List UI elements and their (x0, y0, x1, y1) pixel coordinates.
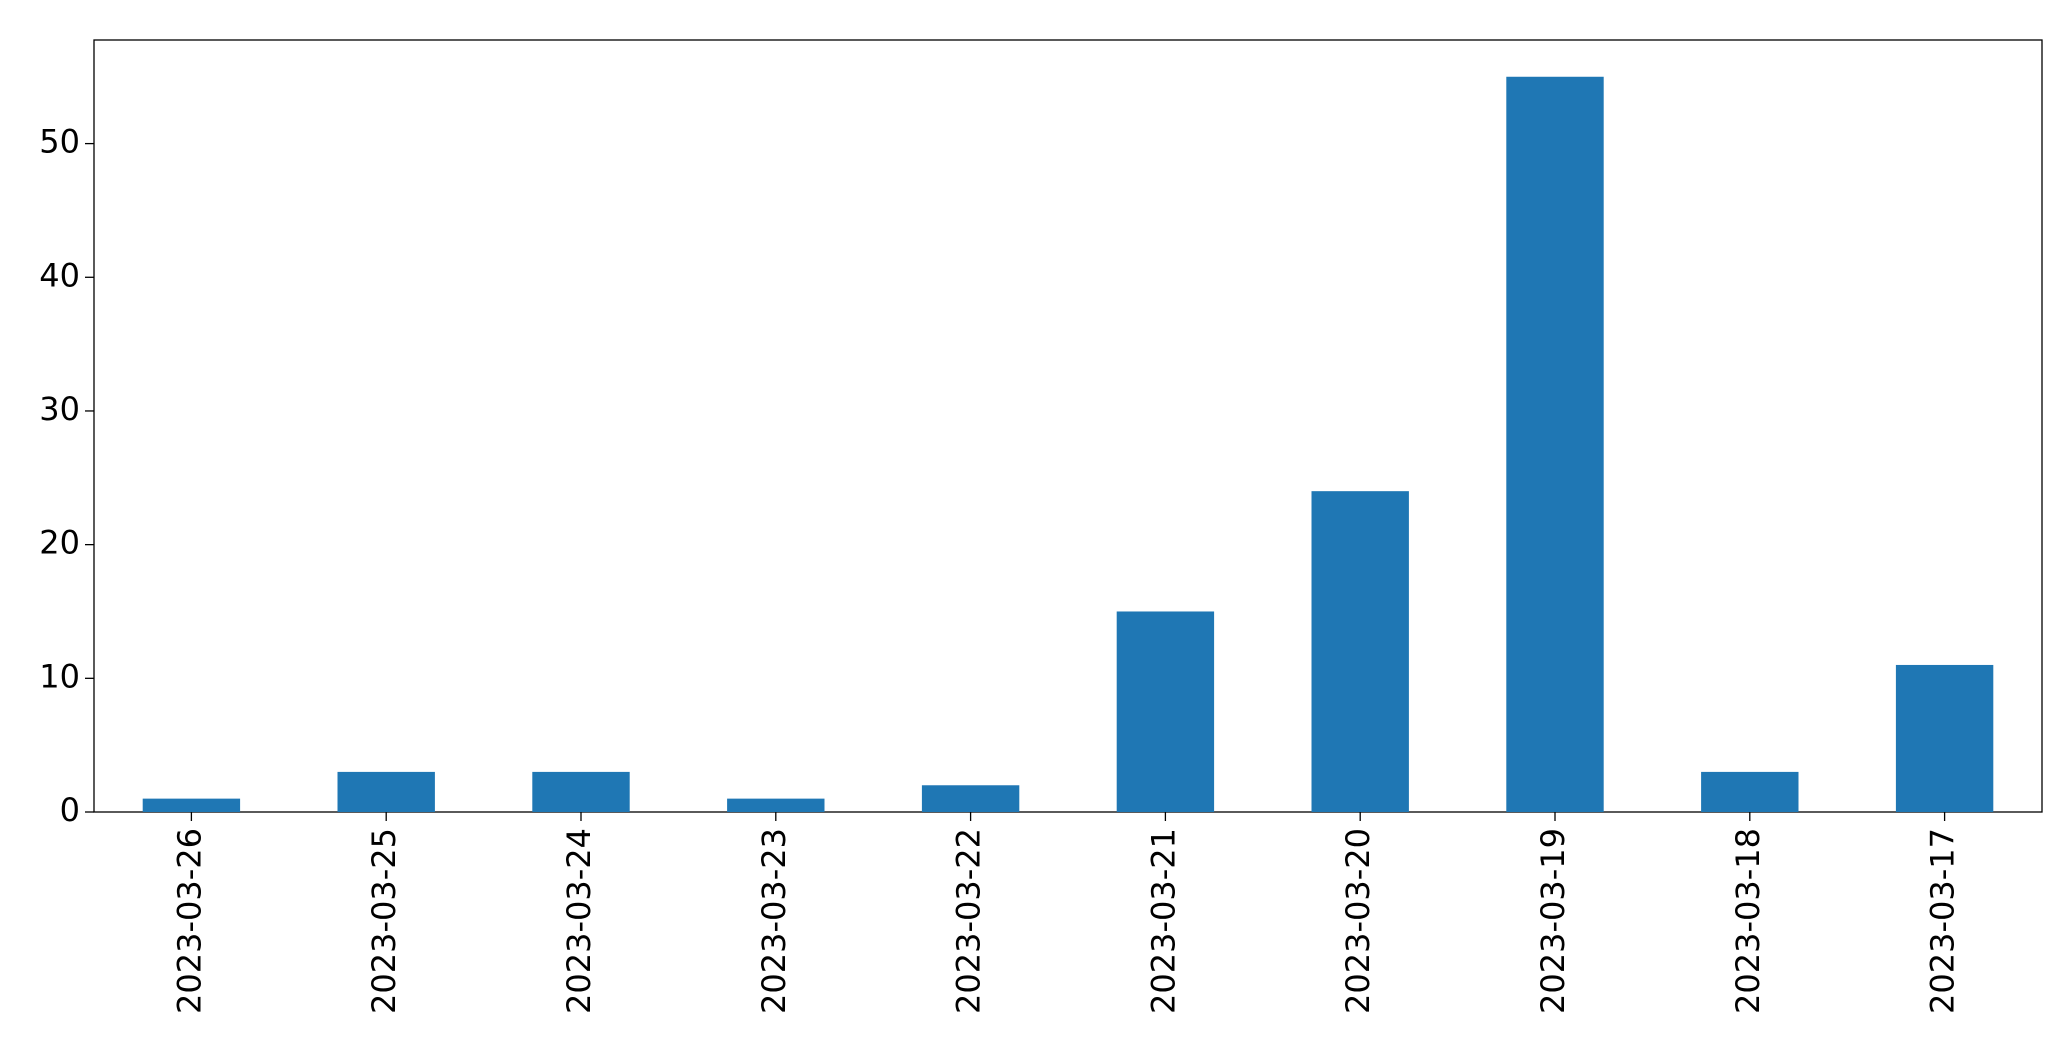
bar (532, 771, 630, 812)
x-tick-label: 2023-03-23 (755, 828, 793, 1014)
bar (921, 785, 1020, 812)
bar (1506, 76, 1604, 812)
x-tick-label: 2023-03-21 (1144, 828, 1182, 1014)
x-tick-label: 2023-03-26 (170, 828, 208, 1014)
bar (1311, 491, 1409, 812)
bar (337, 771, 435, 812)
x-tick-label: 2023-03-24 (560, 828, 598, 1014)
x-tick-label: 2023-03-18 (1729, 828, 1767, 1014)
y-tick-label: 20 (39, 524, 80, 562)
y-tick-label: 30 (39, 390, 80, 428)
x-tick-label: 2023-03-20 (1339, 828, 1377, 1014)
x-tick-label: 2023-03-25 (365, 828, 403, 1014)
x-tick-label: 2023-03-22 (950, 828, 988, 1014)
y-tick-label: 0 (60, 791, 80, 829)
y-tick-label: 40 (39, 256, 80, 294)
axes-frame (93, 39, 2043, 813)
y-tick-label: 10 (39, 657, 80, 695)
bar (727, 798, 825, 812)
x-tick-label: 2023-03-19 (1534, 828, 1572, 1014)
bar (1895, 664, 1994, 812)
bar (142, 798, 241, 812)
y-tick-label: 50 (39, 123, 80, 161)
bar (1701, 771, 1799, 812)
x-tick-label: 2023-03-17 (1924, 828, 1962, 1014)
bar (1116, 611, 1215, 812)
